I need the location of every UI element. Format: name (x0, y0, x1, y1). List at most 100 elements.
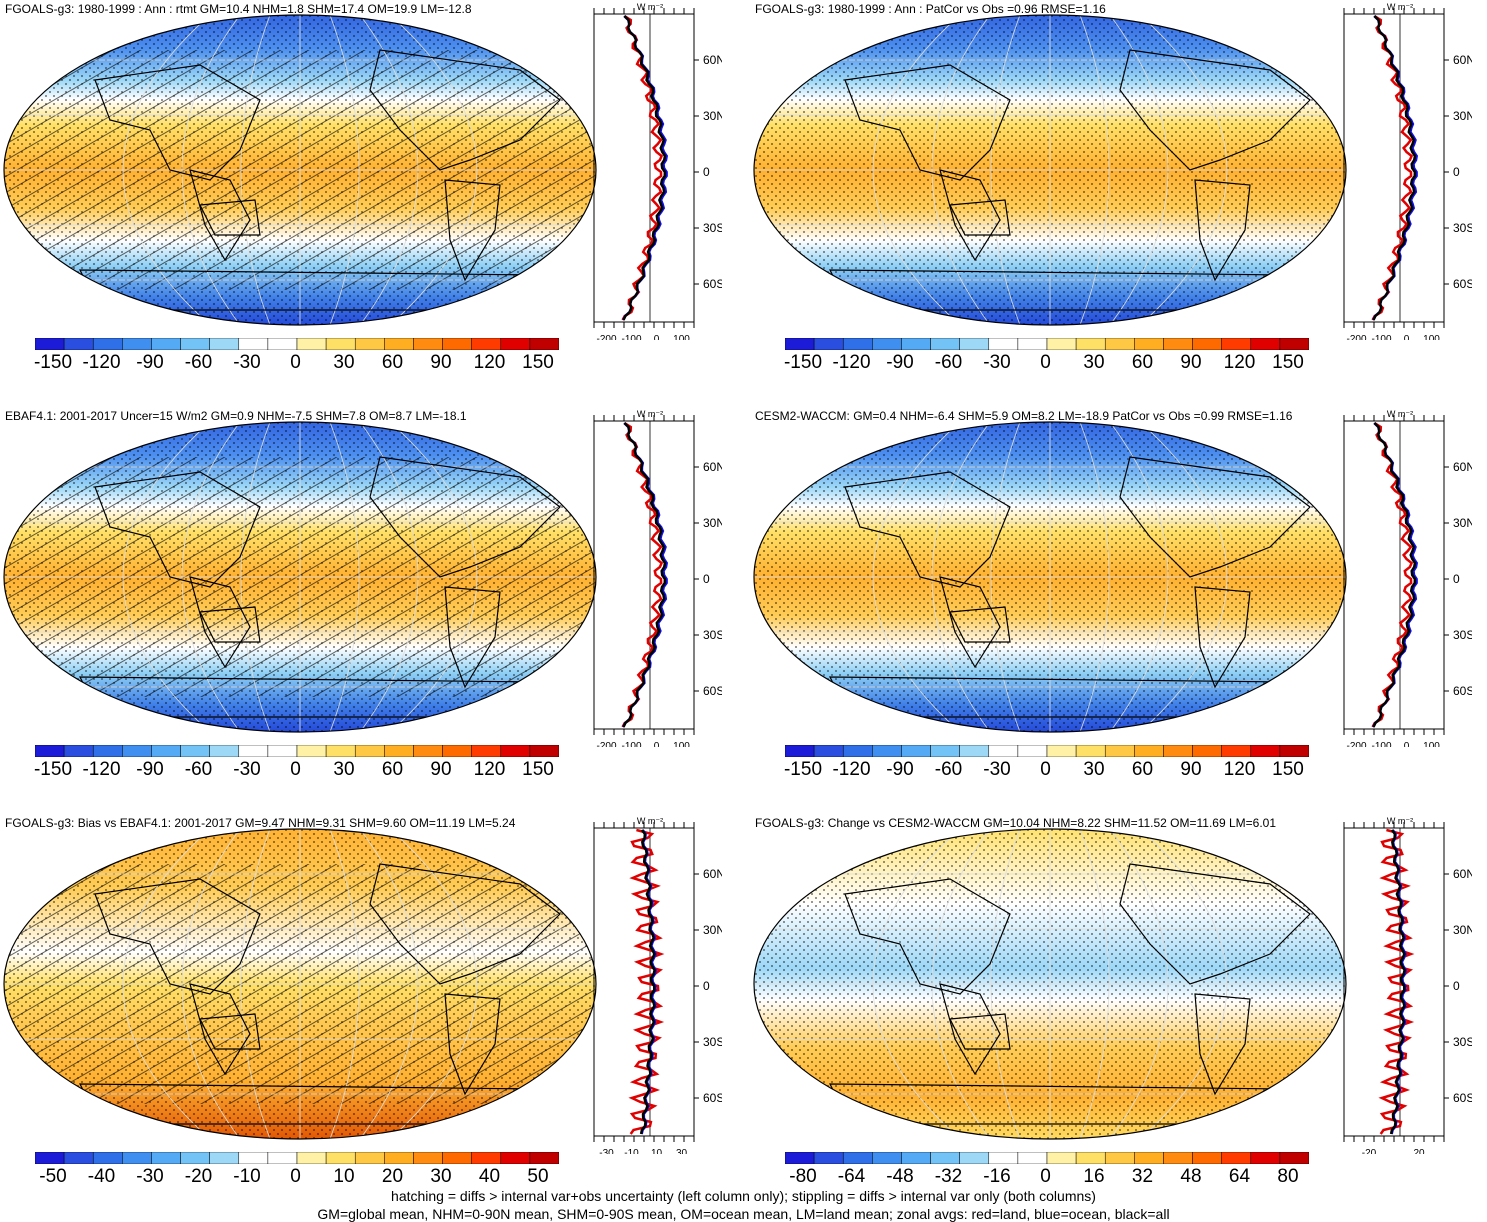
ocean-profile (622, 15, 669, 321)
zonal-lat-tick: 60S (703, 684, 722, 698)
colorbar-tick-label: -60 (934, 352, 963, 373)
zonal-x-tick: 100 (1423, 741, 1440, 747)
colorbar-tick-label: 0 (290, 759, 301, 780)
zonal-x-tick: -20 (1362, 1148, 1377, 1154)
colorbar (35, 338, 559, 350)
zonal-lat-tick: 30S (1453, 221, 1472, 235)
robinson-map (753, 828, 1347, 1140)
panel-title: FGOALS-g3: Bias vs EBAF4.1: 2001-2017 GM… (5, 816, 516, 830)
zonal-x-tick: 20 (1413, 1148, 1425, 1154)
zonal-mean-plot: W m⁻² 60N 30N 0 30S 60S -200 -100 0 100 (593, 2, 722, 340)
coastline-5 (444, 993, 501, 1096)
zonal-lat-tick: 60S (1453, 684, 1472, 698)
zonal-lat-tick: 30S (703, 628, 722, 642)
colorbar-tick-label: 48 (1180, 1166, 1202, 1187)
colorbar-tick-label: -150 (33, 759, 73, 780)
colorbar-tick-label: 120 (473, 352, 506, 373)
all-profile (1372, 422, 1417, 728)
colorbar-tick-label: 80 (1277, 1166, 1299, 1187)
zonal-mean-plot: W m⁻² 60N 30N 0 30S 60S -20 20 (1343, 816, 1472, 1154)
zonal-lat-tick: 30N (1453, 923, 1472, 937)
zonal-mean-plot: W m⁻² 60N 30N 0 30S 60S -30 -10 10 30 (593, 816, 722, 1154)
all-profile (1372, 15, 1417, 321)
colorbar-tick-label: -150 (33, 352, 73, 373)
colorbar-tick-label: 120 (1223, 759, 1256, 780)
zonal-x-tick: 0 (1404, 334, 1410, 340)
coastline-3 (949, 199, 1011, 236)
colorbar-tick-label: 60 (381, 759, 404, 780)
colorbar-tick-label: -16 (983, 1166, 1011, 1187)
colorbar-tick-label: 120 (473, 759, 506, 780)
panel-2: FGOALS-g3: 1980-1999 : Ann : PatCor vs O… (750, 0, 1480, 400)
zonal-lat-tick: 0 (1453, 979, 1460, 993)
zonal-x-tick: -100 (621, 741, 641, 747)
zonal-x-tick: 100 (1423, 334, 1440, 340)
colorbar-tick-label: -64 (837, 1166, 866, 1187)
colorbar-tick-label: 64 (1228, 1166, 1251, 1187)
colorbar-tick-label: -120 (82, 759, 121, 780)
colorbar-tick-label: -30 (136, 1166, 164, 1187)
zonal-units: W m⁻² (637, 2, 663, 12)
zonal-x-tick: -100 (621, 334, 641, 340)
coastline-4 (369, 456, 561, 578)
colorbar-tick-label: 30 (1083, 352, 1105, 373)
coastline-2 (939, 576, 1001, 669)
zonal-lat-tick: 30S (1453, 1035, 1472, 1049)
coastline-4 (369, 49, 561, 171)
zonal-lat-tick: 60N (703, 53, 722, 67)
colorbar-tick-label: 90 (1180, 352, 1202, 373)
coastline-2 (939, 983, 1001, 1076)
colorbar-tick-label: 50 (527, 1166, 549, 1187)
coastline-1 (844, 471, 1011, 588)
coastline-2 (939, 169, 1001, 262)
zonal-lat-tick: 60S (703, 277, 722, 291)
zonal-x-tick: -200 (596, 741, 616, 747)
panel-4: CESM2-WACCM: GM=0.4 NHM=-6.4 SHM=5.9 OM=… (750, 407, 1480, 807)
colorbar-tick-label: 120 (1223, 352, 1256, 373)
coastline-5 (444, 586, 501, 689)
colorbar-tick-label: -120 (832, 352, 871, 373)
zonal-lat-tick: 30N (703, 109, 722, 123)
zonal-lat-tick: 60N (703, 460, 722, 474)
coastline-4 (1119, 456, 1311, 578)
panel-1: FGOALS-g3: 1980-1999 : Ann : rtmt GM=10.… (0, 0, 730, 400)
colorbar (785, 338, 1309, 350)
colorbar-tick-label: 150 (1272, 759, 1304, 780)
zonal-lat-tick: 30N (1453, 109, 1472, 123)
zonal-units: W m⁻² (637, 409, 663, 419)
colorbar (35, 1152, 559, 1164)
zonal-x-tick: -100 (1371, 334, 1391, 340)
zonal-lat-tick: 30N (703, 516, 722, 530)
zonal-units: W m⁻² (1387, 409, 1413, 419)
zonal-x-tick: -30 (599, 1148, 614, 1154)
coastline-1 (94, 471, 261, 588)
coastline-5 (1194, 993, 1251, 1096)
colorbar-tick-label: -60 (184, 759, 213, 780)
land-profile (1378, 828, 1415, 1135)
panel-title: FGOALS-g3: 1980-1999 : Ann : PatCor vs O… (755, 2, 1106, 16)
colorbar-tick-label: 60 (1131, 352, 1154, 373)
colorbar-tick-label: 90 (430, 352, 452, 373)
colorbar-tick-label: 60 (1131, 759, 1154, 780)
all-profile (639, 829, 656, 1135)
coastline-5 (444, 179, 501, 282)
zonal-x-tick: 0 (1404, 741, 1410, 747)
robinson-map (3, 421, 597, 733)
zonal-lat-tick: 30N (1453, 516, 1472, 530)
colorbar-tick-label: 30 (1083, 759, 1105, 780)
coastline-1 (844, 878, 1011, 995)
colorbar-labels: -50 -40 -30 -20 -10 0 10 20 30 40 50 (20, 1166, 580, 1194)
colorbar-tick-label: -48 (886, 1166, 914, 1187)
land-profile (621, 421, 664, 728)
zonal-lat-tick: 0 (1453, 572, 1460, 586)
robinson-map (753, 421, 1347, 733)
zonal-lat-tick: 0 (703, 572, 710, 586)
zonal-x-tick: 10 (651, 1148, 663, 1154)
colorbar-tick-label: 30 (333, 352, 355, 373)
coastline-3 (949, 1013, 1011, 1050)
zonal-x-tick: -200 (1346, 741, 1366, 747)
zonal-lat-tick: 30S (1453, 628, 1472, 642)
colorbar-tick-label: 60 (381, 352, 404, 373)
zonal-lat-tick: 60N (1453, 53, 1472, 67)
colorbar-tick-label: -90 (886, 352, 914, 373)
